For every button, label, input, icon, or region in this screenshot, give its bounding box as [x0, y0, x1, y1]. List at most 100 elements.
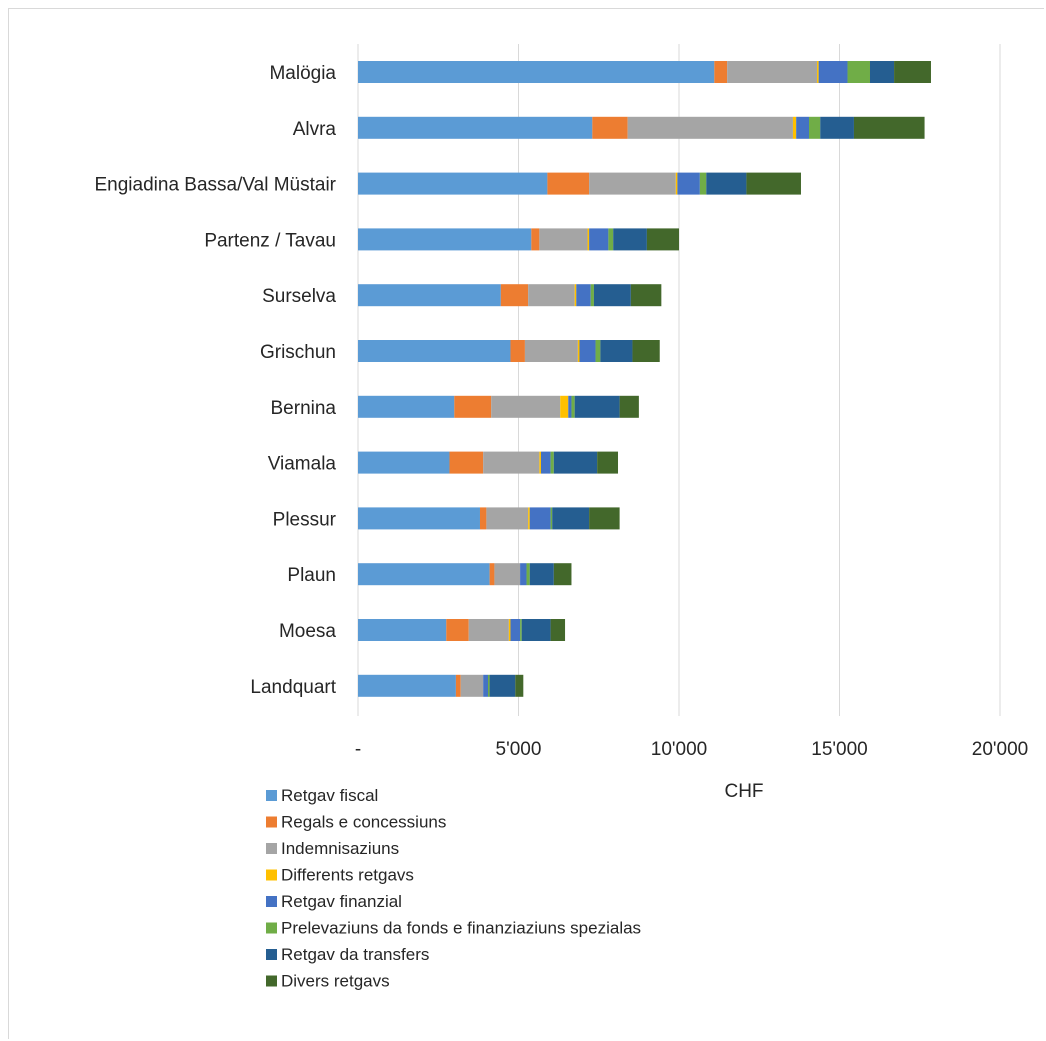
bar-segment-1 [358, 172, 548, 195]
category-label: Surselva [262, 286, 336, 307]
bar-segment-7 [553, 451, 598, 474]
bar-segment-3 [491, 395, 561, 418]
bar-segment-4 [528, 507, 530, 530]
legend-swatch [266, 975, 277, 987]
legend-label: Differents retgavs [281, 866, 414, 885]
bar-segment-4 [560, 395, 569, 418]
legend-label: Regals e concessiuns [281, 813, 446, 832]
bar-segment-1 [358, 284, 501, 307]
bar-segment-3 [486, 507, 529, 530]
legend-swatch [266, 843, 277, 854]
bar-segment-2 [449, 451, 484, 474]
bar-segment-8 [597, 451, 619, 474]
bar-segment-2 [446, 619, 469, 641]
bar-segment-5 [579, 340, 596, 362]
bar-segment-4 [817, 61, 819, 83]
bar-segment-1 [358, 340, 511, 362]
bar-segment-7 [593, 284, 631, 307]
bar-segment-8 [746, 172, 801, 195]
bar-segment-6 [550, 507, 553, 530]
bar-segment-3 [494, 563, 521, 586]
bar-segment-7 [552, 507, 590, 530]
bar-segment-8 [853, 116, 925, 139]
legend-swatch [266, 869, 277, 881]
legend-label: Prelevaziuns da fonds e finanziaziuns sp… [281, 919, 641, 938]
bar-segment-5 [483, 674, 489, 697]
bar-segment-5 [568, 395, 572, 418]
category-label: Grischun [260, 342, 336, 363]
bar-segment-7 [869, 61, 895, 83]
bar-segment-1 [358, 395, 455, 418]
bar-segment-2 [479, 507, 487, 530]
bar-segment-7 [613, 228, 647, 251]
chart-frame [8, 8, 1044, 1039]
bar-segment-2 [454, 395, 492, 418]
bar-segment-4 [587, 228, 590, 251]
bar-segment-7 [521, 619, 551, 641]
x-tick-label: - [355, 739, 361, 760]
bar-segment-2 [592, 116, 628, 139]
bar-segment-5 [510, 619, 521, 641]
bar-segment-2 [455, 674, 461, 697]
category-label: Engiadina Bassa/Val Müstair [95, 175, 337, 196]
bar-segment-2 [531, 228, 540, 251]
bar-segment-8 [630, 284, 662, 307]
bar-segment-8 [553, 563, 572, 586]
bar-segment-7 [820, 116, 854, 139]
x-tick-labels: - 5'000 10'000 15'000 20'000 [355, 739, 1028, 760]
bar-segment-5 [818, 61, 848, 83]
bar-segment-1 [358, 228, 532, 251]
bar-segment-5 [589, 228, 609, 251]
legend-swatch [266, 790, 277, 801]
bar-segment-3 [528, 284, 575, 307]
bar-segment-6 [809, 116, 821, 139]
bar-segment-3 [589, 172, 676, 195]
category-label: Alvra [293, 119, 337, 140]
bar-segment-5 [576, 284, 591, 307]
bar-segment-6 [608, 228, 614, 251]
bar-segment-3 [468, 619, 509, 641]
gridlines [357, 44, 1001, 716]
bar-segment-1 [358, 116, 593, 139]
legend-swatch [266, 816, 277, 828]
legend: Retgav fiscal Regals e concessiuns Indemni… [266, 786, 641, 991]
legend-label: Retgav fiscal [281, 786, 378, 805]
bar-segment-2 [489, 563, 495, 586]
category-label: Bernina [271, 398, 337, 419]
bar-segment-3 [460, 674, 484, 697]
x-tick-label: 15'000 [811, 739, 867, 760]
bar-segment-2 [714, 61, 728, 83]
bar-segment-4 [574, 284, 577, 307]
category-label: Landquart [250, 677, 336, 698]
x-axis-title: CHF [724, 781, 763, 802]
bar-segment-5 [540, 451, 551, 474]
category-label: Viamala [268, 454, 337, 475]
category-label: Moesa [279, 621, 336, 642]
bars [358, 61, 931, 697]
bar-segment-3 [727, 61, 818, 83]
bar-segment-3 [483, 451, 540, 474]
bar-segment-8 [646, 228, 679, 251]
bar-segment-4 [508, 619, 511, 641]
legend-label: Retgav da transfers [281, 945, 429, 964]
bar-segment-6 [590, 284, 594, 307]
bar-segment-3 [627, 116, 793, 139]
bar-segment-6 [571, 395, 575, 418]
legend-label: Divers retgavs [281, 972, 390, 991]
bar-segment-5 [529, 507, 551, 530]
bar-segment-2 [547, 172, 590, 195]
legend-swatch [266, 949, 277, 960]
bar-segment-8 [632, 340, 660, 362]
category-labels: Malögia Alvra Engiadina Bassa/Val Müstair P… [95, 63, 337, 698]
bar-segment-8 [550, 619, 566, 641]
bar-segment-3 [524, 340, 578, 362]
bar-segment-8 [894, 61, 931, 83]
category-label: Partenz / Tavau [204, 230, 336, 251]
bar-segment-6 [847, 61, 870, 83]
bar-segment-7 [529, 563, 554, 586]
bar-segment-6 [488, 674, 490, 697]
bar-segment-4 [539, 451, 541, 474]
bar-segment-6 [550, 451, 554, 474]
bar-segment-7 [489, 674, 516, 697]
